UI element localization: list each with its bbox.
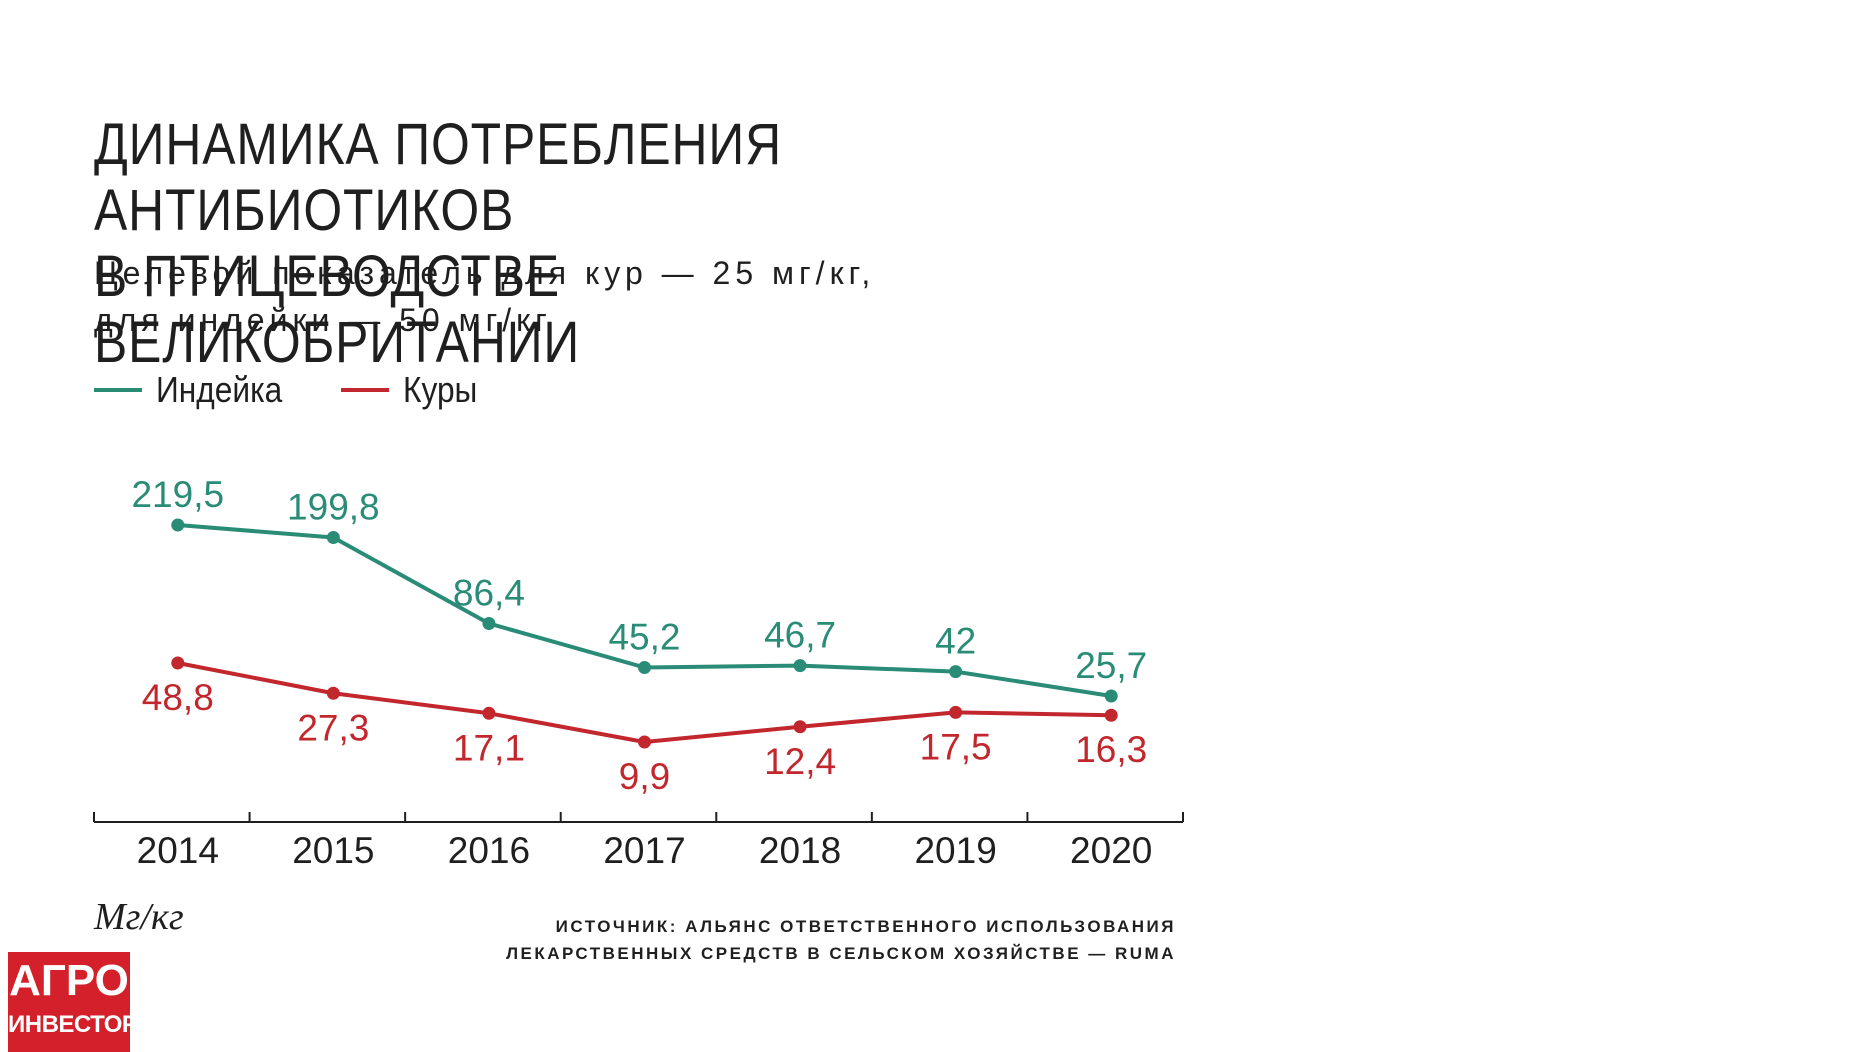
logo-text-top: АГРО bbox=[9, 956, 129, 1005]
x-tick-label: 2014 bbox=[137, 830, 219, 871]
chicken-data-point bbox=[793, 720, 807, 734]
turkey-data-label: 46,7 bbox=[764, 615, 836, 656]
turkey-data-label: 199,8 bbox=[287, 486, 380, 527]
x-tick-label: 2019 bbox=[914, 830, 996, 871]
turkey-data-point bbox=[326, 530, 340, 544]
source-line: ИСТОЧНИК: АЛЬЯНС ОТВЕТСТВЕННОГО ИСПОЛЬЗО… bbox=[555, 917, 1176, 936]
subtitle-line: для индейки — 50 мг/кг bbox=[94, 302, 552, 338]
legend-item-turkey: Индейка bbox=[94, 369, 299, 411]
logo-text-bottom: ИНВЕСТОР bbox=[8, 1011, 130, 1038]
turkey-data-point bbox=[793, 659, 807, 673]
x-tick-label: 2016 bbox=[448, 830, 530, 871]
chicken-data-label: 27,3 bbox=[297, 707, 369, 748]
legend-swatch-chicken bbox=[341, 388, 390, 392]
x-tick-label: 2020 bbox=[1070, 830, 1152, 871]
turkey-data-label: 219,5 bbox=[131, 474, 224, 515]
turkey-data-label: 25,7 bbox=[1075, 645, 1147, 686]
x-tick-label: 2017 bbox=[603, 830, 685, 871]
legend-swatch-turkey bbox=[94, 388, 142, 392]
chicken-data-point bbox=[638, 735, 651, 749]
chicken-data-label: 17,1 bbox=[453, 727, 525, 768]
legend-label-chicken: Куры bbox=[403, 369, 478, 410]
chicken-data-label: 9,9 bbox=[619, 756, 670, 797]
chicken-data-label: 16,3 bbox=[1075, 729, 1147, 770]
source-note: ИСТОЧНИК: АЛЬЯНС ОТВЕТСТВЕННОГО ИСПОЛЬЗО… bbox=[506, 913, 1176, 967]
agroinvestor-logo: АГРО ИНВЕСТОР bbox=[8, 952, 130, 1052]
chicken-data-label: 17,5 bbox=[920, 726, 992, 767]
chart-title: ДИНАМИКА ПОТРЕБЛЕНИЯ АНТИБИОТИКОВ В ПТИЦ… bbox=[94, 112, 1040, 376]
turkey-data-label: 42 bbox=[935, 621, 976, 662]
chart-legend: Индейка Куры bbox=[94, 365, 530, 415]
chicken-data-point bbox=[482, 706, 496, 720]
unit-label: Мг/кг bbox=[94, 896, 184, 938]
turkey-data-label: 45,2 bbox=[608, 616, 680, 657]
chicken-data-point bbox=[1104, 708, 1118, 722]
turkey-data-point bbox=[171, 518, 185, 532]
chicken-data-label: 12,4 bbox=[764, 741, 836, 782]
turkey-data-point bbox=[1104, 689, 1118, 703]
x-tick-label: 2018 bbox=[759, 830, 841, 871]
subtitle-line: Целевой показатель для кур — 25 мг/кг, bbox=[94, 255, 876, 291]
chicken-data-point bbox=[949, 705, 963, 719]
chicken-data-label: 48,8 bbox=[142, 677, 214, 718]
title-line: В ПТИЦЕВОДСТВЕ ВЕЛИКОБРИТАНИИ bbox=[94, 244, 581, 375]
title-line: ДИНАМИКА ПОТРЕБЛЕНИЯ АНТИБИОТИКОВ bbox=[94, 112, 782, 243]
x-tick-label: 2015 bbox=[292, 830, 374, 871]
legend-label-turkey: Индейка bbox=[156, 369, 283, 410]
chart-subtitle: Целевой показатель для кур — 25 мг/кг, д… bbox=[94, 250, 1094, 344]
source-line: ЛЕКАРСТВЕННЫХ СРЕДСТВ В СЕЛЬСКОМ ХОЗЯЙСТ… bbox=[506, 944, 1176, 963]
turkey-data-point bbox=[949, 665, 963, 679]
turkey-data-point bbox=[482, 616, 496, 630]
chicken-data-point bbox=[326, 686, 340, 700]
legend-item-chicken: Куры bbox=[341, 369, 487, 411]
chicken-data-point bbox=[171, 656, 185, 670]
turkey-data-label: 86,4 bbox=[453, 572, 525, 613]
turkey-data-point bbox=[638, 660, 651, 674]
